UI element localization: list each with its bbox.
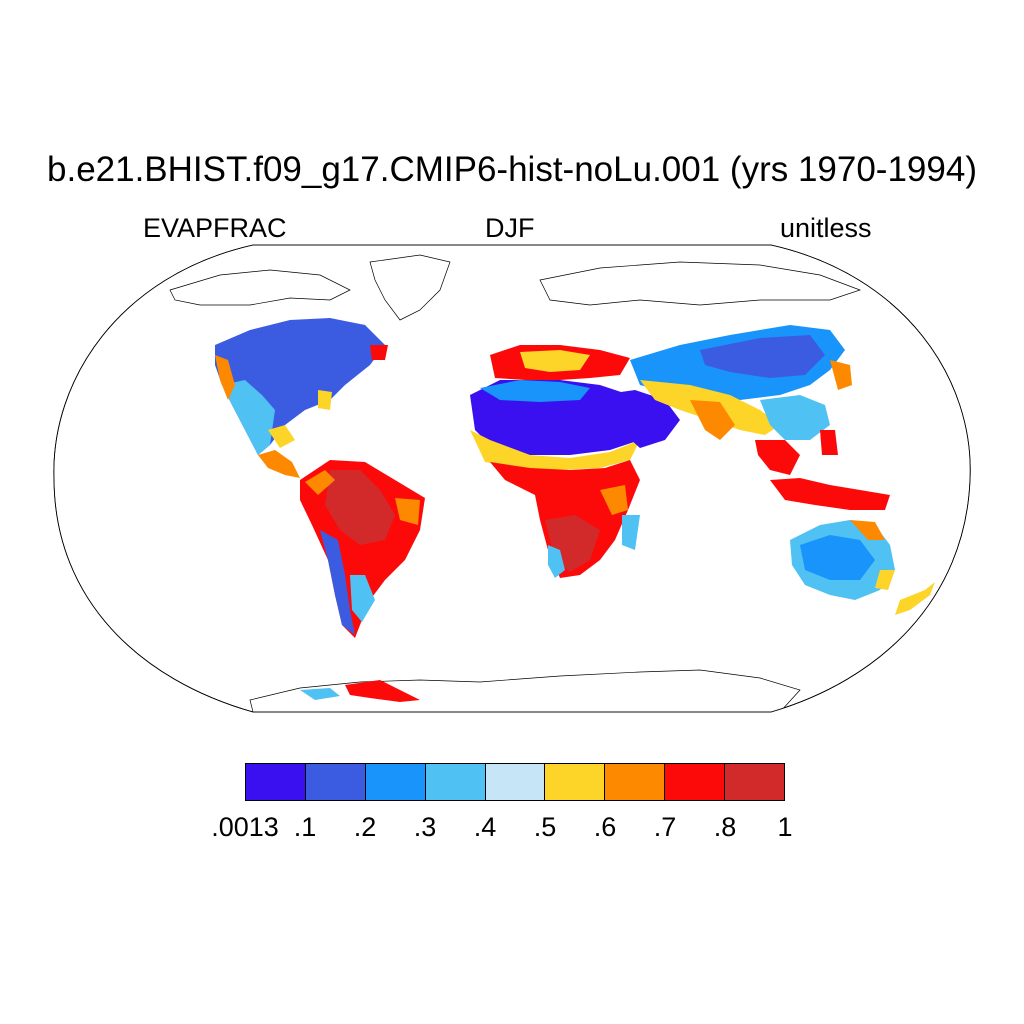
- colorbar-box: [424, 763, 486, 801]
- colorbar-box: [544, 763, 606, 801]
- colorbar-label: .5: [533, 812, 557, 842]
- colorbar-box: [304, 763, 366, 801]
- colorbar-box: [604, 763, 666, 801]
- colorbar: [245, 763, 786, 801]
- colorbar-label: 1: [777, 812, 793, 842]
- units-label: unitless: [780, 213, 872, 243]
- colorbar-label: .2: [353, 812, 377, 842]
- arctic-canada-outline: [169, 269, 351, 306]
- new-zealand: [895, 582, 935, 615]
- madagascar: [622, 515, 640, 550]
- colorbar-label: .0013: [211, 812, 279, 842]
- arabia: [600, 390, 680, 448]
- colorbar-label: .6: [593, 812, 617, 842]
- indonesia: [770, 478, 890, 510]
- antarctica: [249, 669, 801, 712]
- colorbar-box: [484, 763, 546, 801]
- colorbar-box: [724, 763, 786, 801]
- philippines: [820, 430, 838, 455]
- india: [690, 400, 735, 440]
- colorbar-label: .7: [653, 812, 677, 842]
- colorbar-label: .1: [293, 812, 317, 842]
- colorbar-label: .4: [473, 812, 497, 842]
- colorbar-label: .3: [413, 812, 437, 842]
- greenland-outline: [369, 254, 451, 321]
- plot-title: b.e21.BHIST.f09_g17.CMIP6-hist-noLu.001 …: [47, 150, 977, 189]
- colorbar-box: [364, 763, 426, 801]
- variable-label: EVAPFRAC: [143, 213, 287, 243]
- indochina: [755, 440, 800, 475]
- siberia-outline: [539, 261, 862, 306]
- colorbar-label: .8: [713, 812, 737, 842]
- colorbar-box: [664, 763, 726, 801]
- colorbar-box: [245, 763, 306, 801]
- season-label: DJF: [485, 213, 535, 243]
